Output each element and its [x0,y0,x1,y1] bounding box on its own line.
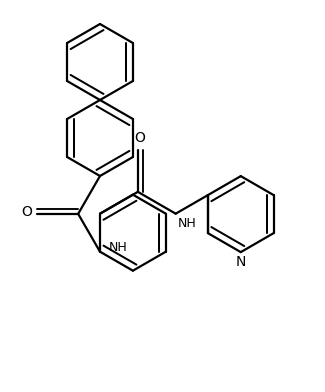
Text: NH: NH [109,241,127,254]
Text: O: O [21,205,32,219]
Text: N: N [236,255,246,269]
Text: NH: NH [178,217,196,230]
Text: O: O [135,131,145,145]
